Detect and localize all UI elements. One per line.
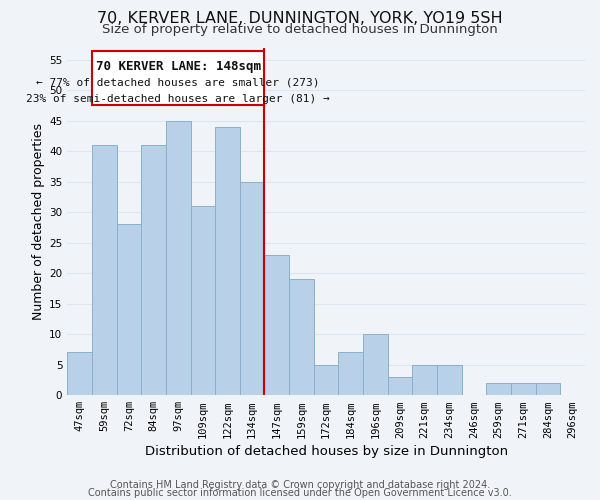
Bar xyxy=(141,145,166,395)
Text: 70, KERVER LANE, DUNNINGTON, YORK, YO19 5SH: 70, KERVER LANE, DUNNINGTON, YORK, YO19 … xyxy=(97,11,503,26)
Text: 23% of semi-detached houses are larger (81) →: 23% of semi-detached houses are larger (… xyxy=(26,94,330,104)
Bar xyxy=(511,383,536,395)
FancyBboxPatch shape xyxy=(92,50,265,106)
X-axis label: Distribution of detached houses by size in Dunnington: Distribution of detached houses by size … xyxy=(145,444,508,458)
Bar xyxy=(67,352,92,395)
Bar xyxy=(412,364,437,395)
Text: 70 KERVER LANE: 148sqm: 70 KERVER LANE: 148sqm xyxy=(95,60,260,72)
Bar xyxy=(215,127,240,395)
Text: Contains public sector information licensed under the Open Government Licence v3: Contains public sector information licen… xyxy=(88,488,512,498)
Bar xyxy=(240,182,265,395)
Bar xyxy=(437,364,462,395)
Bar xyxy=(116,224,141,395)
Bar xyxy=(363,334,388,395)
Bar xyxy=(166,120,191,395)
Y-axis label: Number of detached properties: Number of detached properties xyxy=(32,123,45,320)
Bar xyxy=(265,255,289,395)
Text: Size of property relative to detached houses in Dunnington: Size of property relative to detached ho… xyxy=(102,22,498,36)
Bar xyxy=(536,383,560,395)
Bar xyxy=(191,206,215,395)
Text: Contains HM Land Registry data © Crown copyright and database right 2024.: Contains HM Land Registry data © Crown c… xyxy=(110,480,490,490)
Text: ← 77% of detached houses are smaller (273): ← 77% of detached houses are smaller (27… xyxy=(37,78,320,88)
Bar xyxy=(487,383,511,395)
Bar xyxy=(92,145,116,395)
Bar xyxy=(338,352,363,395)
Bar xyxy=(388,377,412,395)
Bar xyxy=(314,364,338,395)
Bar xyxy=(289,280,314,395)
